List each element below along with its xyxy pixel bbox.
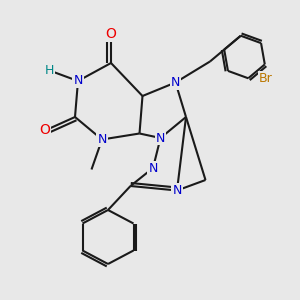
Text: O: O <box>40 124 50 137</box>
Text: N: N <box>171 76 180 89</box>
Text: H: H <box>45 64 54 77</box>
Text: N: N <box>148 161 158 175</box>
Text: N: N <box>172 184 182 197</box>
Text: N: N <box>73 74 83 88</box>
Text: N: N <box>97 133 107 146</box>
Text: N: N <box>156 131 165 145</box>
Text: Br: Br <box>259 72 272 85</box>
Text: O: O <box>106 28 116 41</box>
